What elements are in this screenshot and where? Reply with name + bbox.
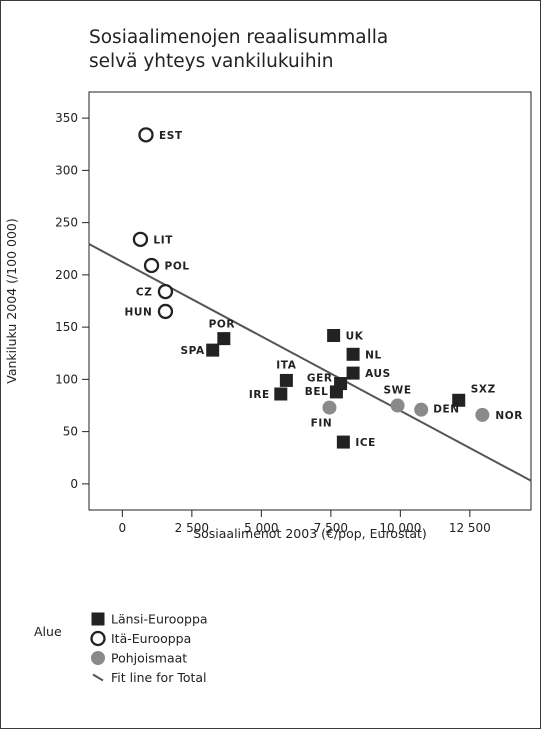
point-label-bel: BEL	[305, 386, 329, 398]
point-label-den: DEN	[433, 404, 459, 416]
point-label-cz: CZ	[136, 287, 153, 299]
y-tick-label: 50	[63, 425, 78, 439]
legend-swatch	[91, 612, 105, 626]
point-cz	[157, 283, 174, 300]
point-label-lit: LIT	[153, 234, 173, 246]
y-tick-label: 0	[70, 477, 78, 491]
point-spa	[206, 343, 220, 357]
legend-swatch	[91, 651, 105, 665]
point-aus	[346, 366, 360, 380]
fit-line-group	[88, 243, 532, 482]
x-tick-label: 10 000	[379, 521, 421, 535]
x-axis-label: Sosiaalimenot 2003 (€/pop, Eurostat)	[193, 526, 427, 541]
legend: Alue Länsi-Eurooppa Itä-Eurooppa Pohjoisma…	[34, 612, 208, 686]
y-tick-label: 100	[55, 372, 78, 386]
y-tick-label: 300	[55, 163, 78, 177]
x-tick-label: 7 500	[314, 521, 348, 535]
point-label-hun: HUN	[125, 306, 153, 318]
point-est	[138, 127, 154, 143]
fit-line	[88, 243, 532, 482]
point-pol	[143, 257, 160, 274]
point-label-spa: SPA	[180, 345, 204, 357]
x-tick-label: 5 000	[244, 521, 278, 535]
legend-item-label: Pohjoismaat	[111, 651, 187, 666]
legend-item-label: Fit line for Total	[111, 670, 207, 685]
y-axis-ticks: 0 50 100 150 200 250 300 350	[55, 111, 89, 491]
point-label-ger: GER	[307, 373, 333, 385]
y-axis-label: Vankiluku 2004 (/100 000)	[4, 218, 19, 383]
point-ita	[279, 373, 293, 387]
y-tick-label: 250	[55, 216, 78, 230]
legend-item-label: Itä-Eurooppa	[111, 631, 191, 646]
point-den	[414, 402, 429, 417]
point-label-por: POR	[209, 319, 236, 331]
point-label-fin: FIN	[311, 418, 333, 430]
point-label-pol: POL	[165, 260, 190, 272]
point-label-sxz: SXZ	[471, 383, 496, 395]
plot-area-border	[88, 91, 532, 511]
point-label-ita: ITA	[276, 359, 296, 371]
legend-swatch	[90, 630, 106, 647]
point-por	[217, 332, 231, 346]
point-fin	[322, 400, 337, 415]
x-tick-label: 2 500	[175, 521, 209, 535]
x-tick-label: 12 500	[449, 521, 491, 535]
point-bel	[329, 385, 343, 399]
legend-title: Alue	[34, 624, 62, 639]
chart-title-line-2: selvä yhteys vankilukuihin	[89, 51, 334, 72]
point-nor	[475, 407, 490, 422]
point-label-uk: UK	[346, 330, 364, 342]
point-sxz	[452, 393, 466, 407]
y-tick-label: 150	[55, 320, 78, 334]
point-label-nor: NOR	[495, 410, 523, 422]
point-label-swe: SWE	[384, 385, 412, 397]
y-tick-label: 200	[55, 268, 78, 282]
point-nl	[346, 347, 360, 361]
x-axis-ticks: 0 2 500 5 000 7 500 10 000 12 500	[119, 510, 491, 535]
legend-item-label: Länsi-Eurooppa	[111, 612, 208, 627]
point-lit	[132, 231, 149, 247]
point-label-ire: IRE	[249, 389, 270, 401]
point-label-ice: ICE	[355, 437, 376, 449]
point-ice	[336, 435, 350, 449]
legend-fit-line-swatch	[92, 673, 104, 682]
x-tick-label: 0	[119, 521, 127, 535]
chart-title-line-1: Sosiaalimenojen reaalisummalla	[89, 27, 389, 48]
point-hun	[157, 303, 174, 320]
point-label-est: EST	[159, 130, 183, 142]
point-swe	[390, 398, 405, 413]
point-uk	[327, 328, 341, 342]
point-label-aus: AUS	[365, 368, 391, 380]
point-ire	[274, 387, 288, 401]
y-tick-label: 350	[55, 111, 78, 125]
chart-title: Sosiaalimenojen reaalisummalla selvä yht…	[89, 26, 489, 74]
point-label-nl: NL	[365, 349, 382, 361]
